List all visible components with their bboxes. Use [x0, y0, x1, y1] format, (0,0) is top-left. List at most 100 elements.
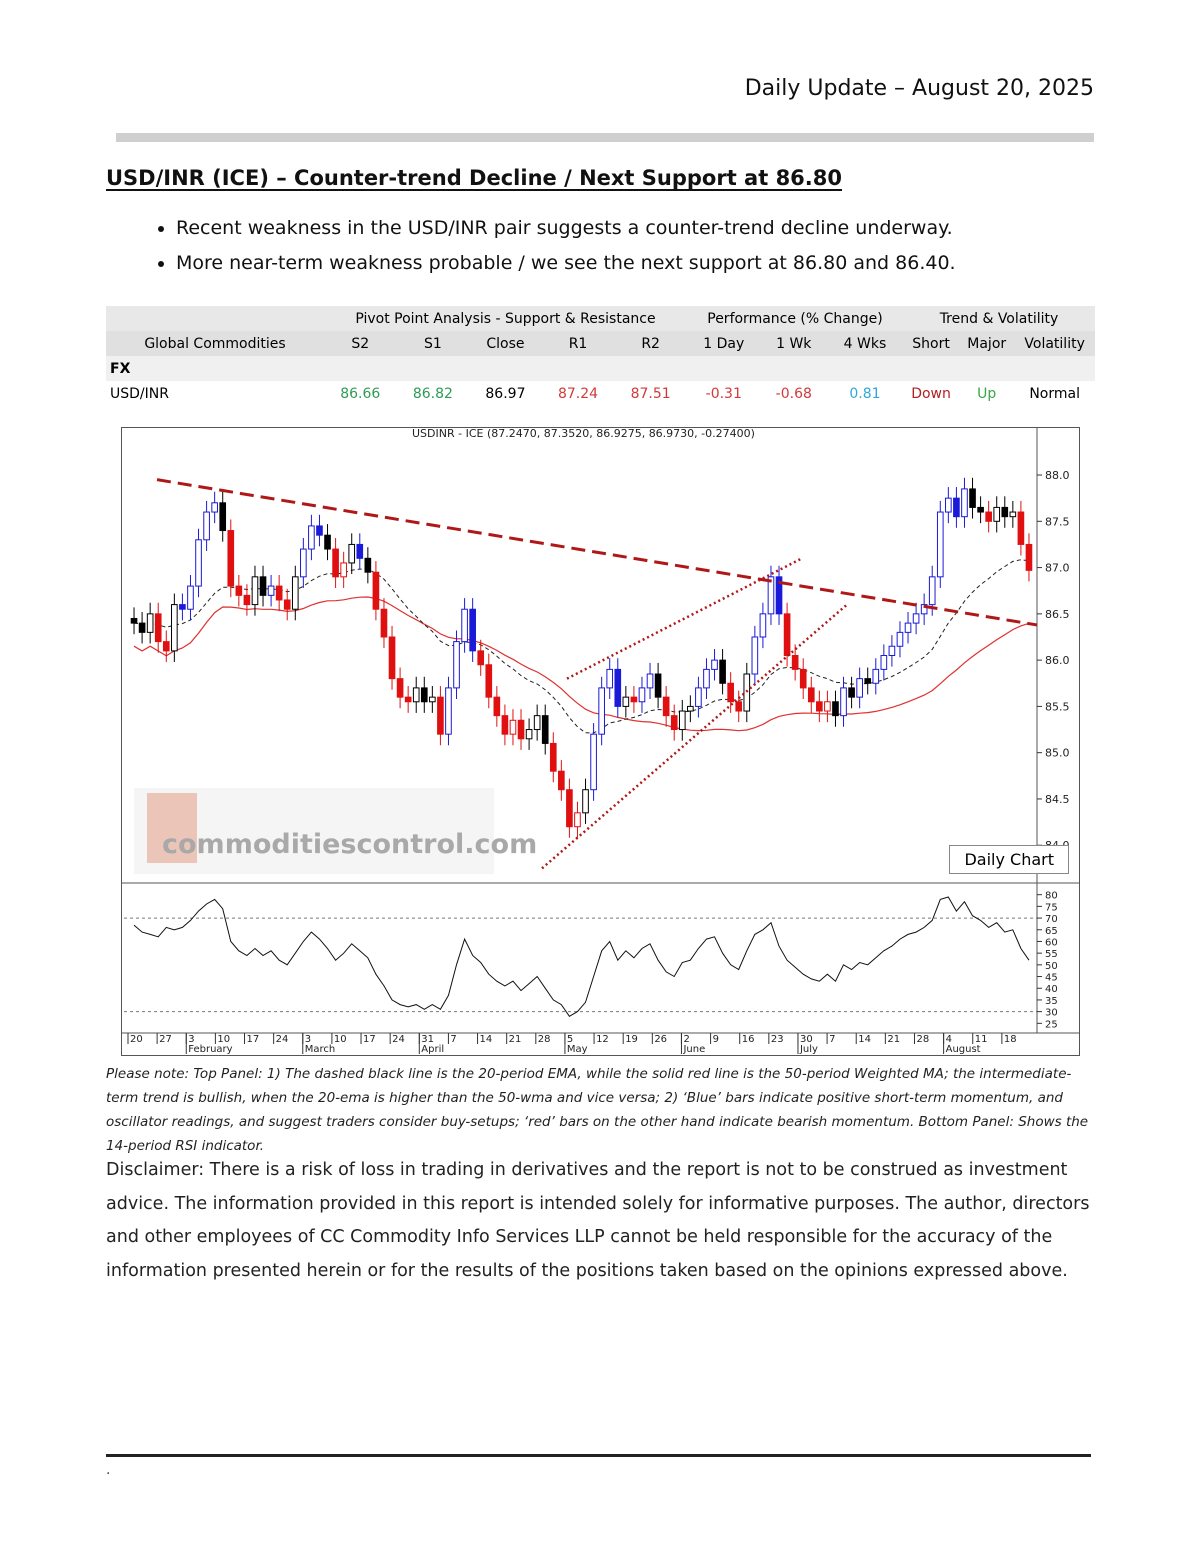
table-row: USD/INR 86.66 86.82 86.97 87.24 87.51 -0… [106, 381, 1095, 406]
candle-body [509, 719, 517, 735]
candle-body [162, 641, 170, 652]
candle-body [195, 539, 202, 587]
candle-body [1001, 506, 1009, 518]
cell-r2: 87.51 [630, 385, 671, 402]
cell-1day: -0.31 [705, 385, 742, 402]
candle-body [670, 715, 678, 731]
month-label: July [799, 1044, 818, 1055]
bullet-item: More near-term weakness probable / we se… [176, 253, 1166, 274]
date-tick-label: 11 [975, 1034, 988, 1045]
date-tick-label: 5 [567, 1034, 573, 1045]
candle-body [380, 608, 388, 638]
chart-canvas: USDINR - ICE (87.2470, 87.3520, 86.9275,… [122, 428, 1079, 1055]
rsi-tick-label: 75 [1045, 902, 1058, 913]
candle-body [1025, 543, 1033, 571]
date-tick-label: 10 [334, 1034, 347, 1045]
candle-body [807, 687, 815, 703]
price-tick-label: 87.0 [1045, 562, 1070, 575]
candle-body [566, 789, 573, 828]
candle-body [356, 543, 364, 559]
candle-body [493, 696, 501, 717]
date-tick-label: 17 [363, 1034, 376, 1045]
rsi-tick-label: 30 [1045, 1008, 1058, 1019]
candle-body [388, 636, 396, 680]
candle-body [477, 650, 485, 666]
candle-body [969, 488, 976, 508]
candle-body [678, 710, 686, 731]
group-pivot: Pivot Point Analysis - Support & Resista… [324, 306, 687, 331]
candle-body [961, 488, 968, 518]
cell-close: 86.97 [485, 385, 526, 402]
group-performance: Performance (% Change) [686, 306, 903, 331]
candle-body [275, 585, 283, 601]
cell-s1: 86.82 [412, 385, 453, 402]
candle-body [259, 576, 267, 596]
candle-body [687, 705, 694, 712]
group-spacer [106, 306, 324, 331]
date-tick-label: 21 [887, 1034, 900, 1045]
date-tick-label: 24 [276, 1034, 289, 1045]
candle-body [646, 673, 654, 689]
candle-body [187, 585, 194, 610]
watermark-logo-icon [147, 793, 197, 863]
date-tick-label: 17 [247, 1034, 260, 1045]
date-tick-label: 19 [625, 1034, 638, 1045]
candle-body [953, 497, 960, 518]
candle-body [896, 631, 904, 647]
date-tick-label: 16 [742, 1034, 755, 1045]
date-tick-label: 23 [771, 1034, 784, 1045]
candle-body [203, 511, 210, 541]
candle-body [654, 673, 662, 698]
candle-body [154, 613, 162, 643]
footer-divider [106, 1454, 1091, 1457]
candle-body [291, 576, 299, 610]
col-header: Short [902, 331, 960, 356]
candle-body [695, 687, 702, 707]
col-header: 1 Day [686, 331, 761, 356]
bullet-item: Recent weakness in the USD/INR pair sugg… [176, 218, 1166, 239]
date-tick-label: 28 [538, 1034, 551, 1045]
candle-body [630, 696, 638, 703]
col-header: 1 Wk [760, 331, 827, 356]
candle-body [662, 696, 670, 717]
rsi-tick-label: 35 [1045, 996, 1058, 1007]
trendline-resistance [156, 478, 1038, 627]
date-tick-label: 26 [654, 1034, 667, 1045]
channel-upper-line [566, 557, 803, 680]
candle-body [445, 687, 452, 735]
candle-body [832, 701, 839, 717]
col-header: R1 [541, 331, 615, 356]
candle-body [791, 655, 799, 670]
candle-body [211, 502, 218, 513]
table-section-row: FX [106, 356, 1095, 381]
date-tick-label: 30 [800, 1034, 813, 1045]
candle-body [525, 729, 533, 740]
date-tick-label: 14 [858, 1034, 871, 1045]
candle-body [219, 502, 227, 532]
candle-body [864, 678, 872, 684]
cell-major: Up [977, 385, 997, 402]
candle-body [324, 534, 331, 550]
month-label: February [188, 1044, 232, 1055]
month-label: June [682, 1044, 705, 1055]
rsi-tick-label: 45 [1045, 973, 1058, 984]
candle-body [396, 678, 404, 698]
candle-body [799, 668, 807, 689]
candle-body [227, 530, 235, 587]
price-tick-label: 88.0 [1045, 469, 1070, 482]
rsi-tick-label: 25 [1045, 1019, 1058, 1030]
rsi-tick-label: 70 [1045, 914, 1058, 925]
group-trend: Trend & Volatility [902, 306, 1095, 331]
candle-body [638, 687, 646, 703]
chart-title: USDINR - ICE (87.2470, 87.3520, 86.9275,… [412, 428, 755, 440]
date-tick-label: 24 [392, 1034, 405, 1045]
price-tick-label: 85.0 [1045, 747, 1070, 760]
date-tick-label: 14 [480, 1034, 493, 1045]
candle-body [743, 673, 751, 712]
cell-1wk: -0.68 [775, 385, 812, 402]
candle-body [461, 608, 468, 643]
candle-body [606, 668, 614, 689]
table-group-header: Pivot Point Analysis - Support & Resista… [106, 306, 1095, 331]
date-tick-label: 7 [450, 1034, 456, 1045]
candle-body [590, 733, 597, 791]
